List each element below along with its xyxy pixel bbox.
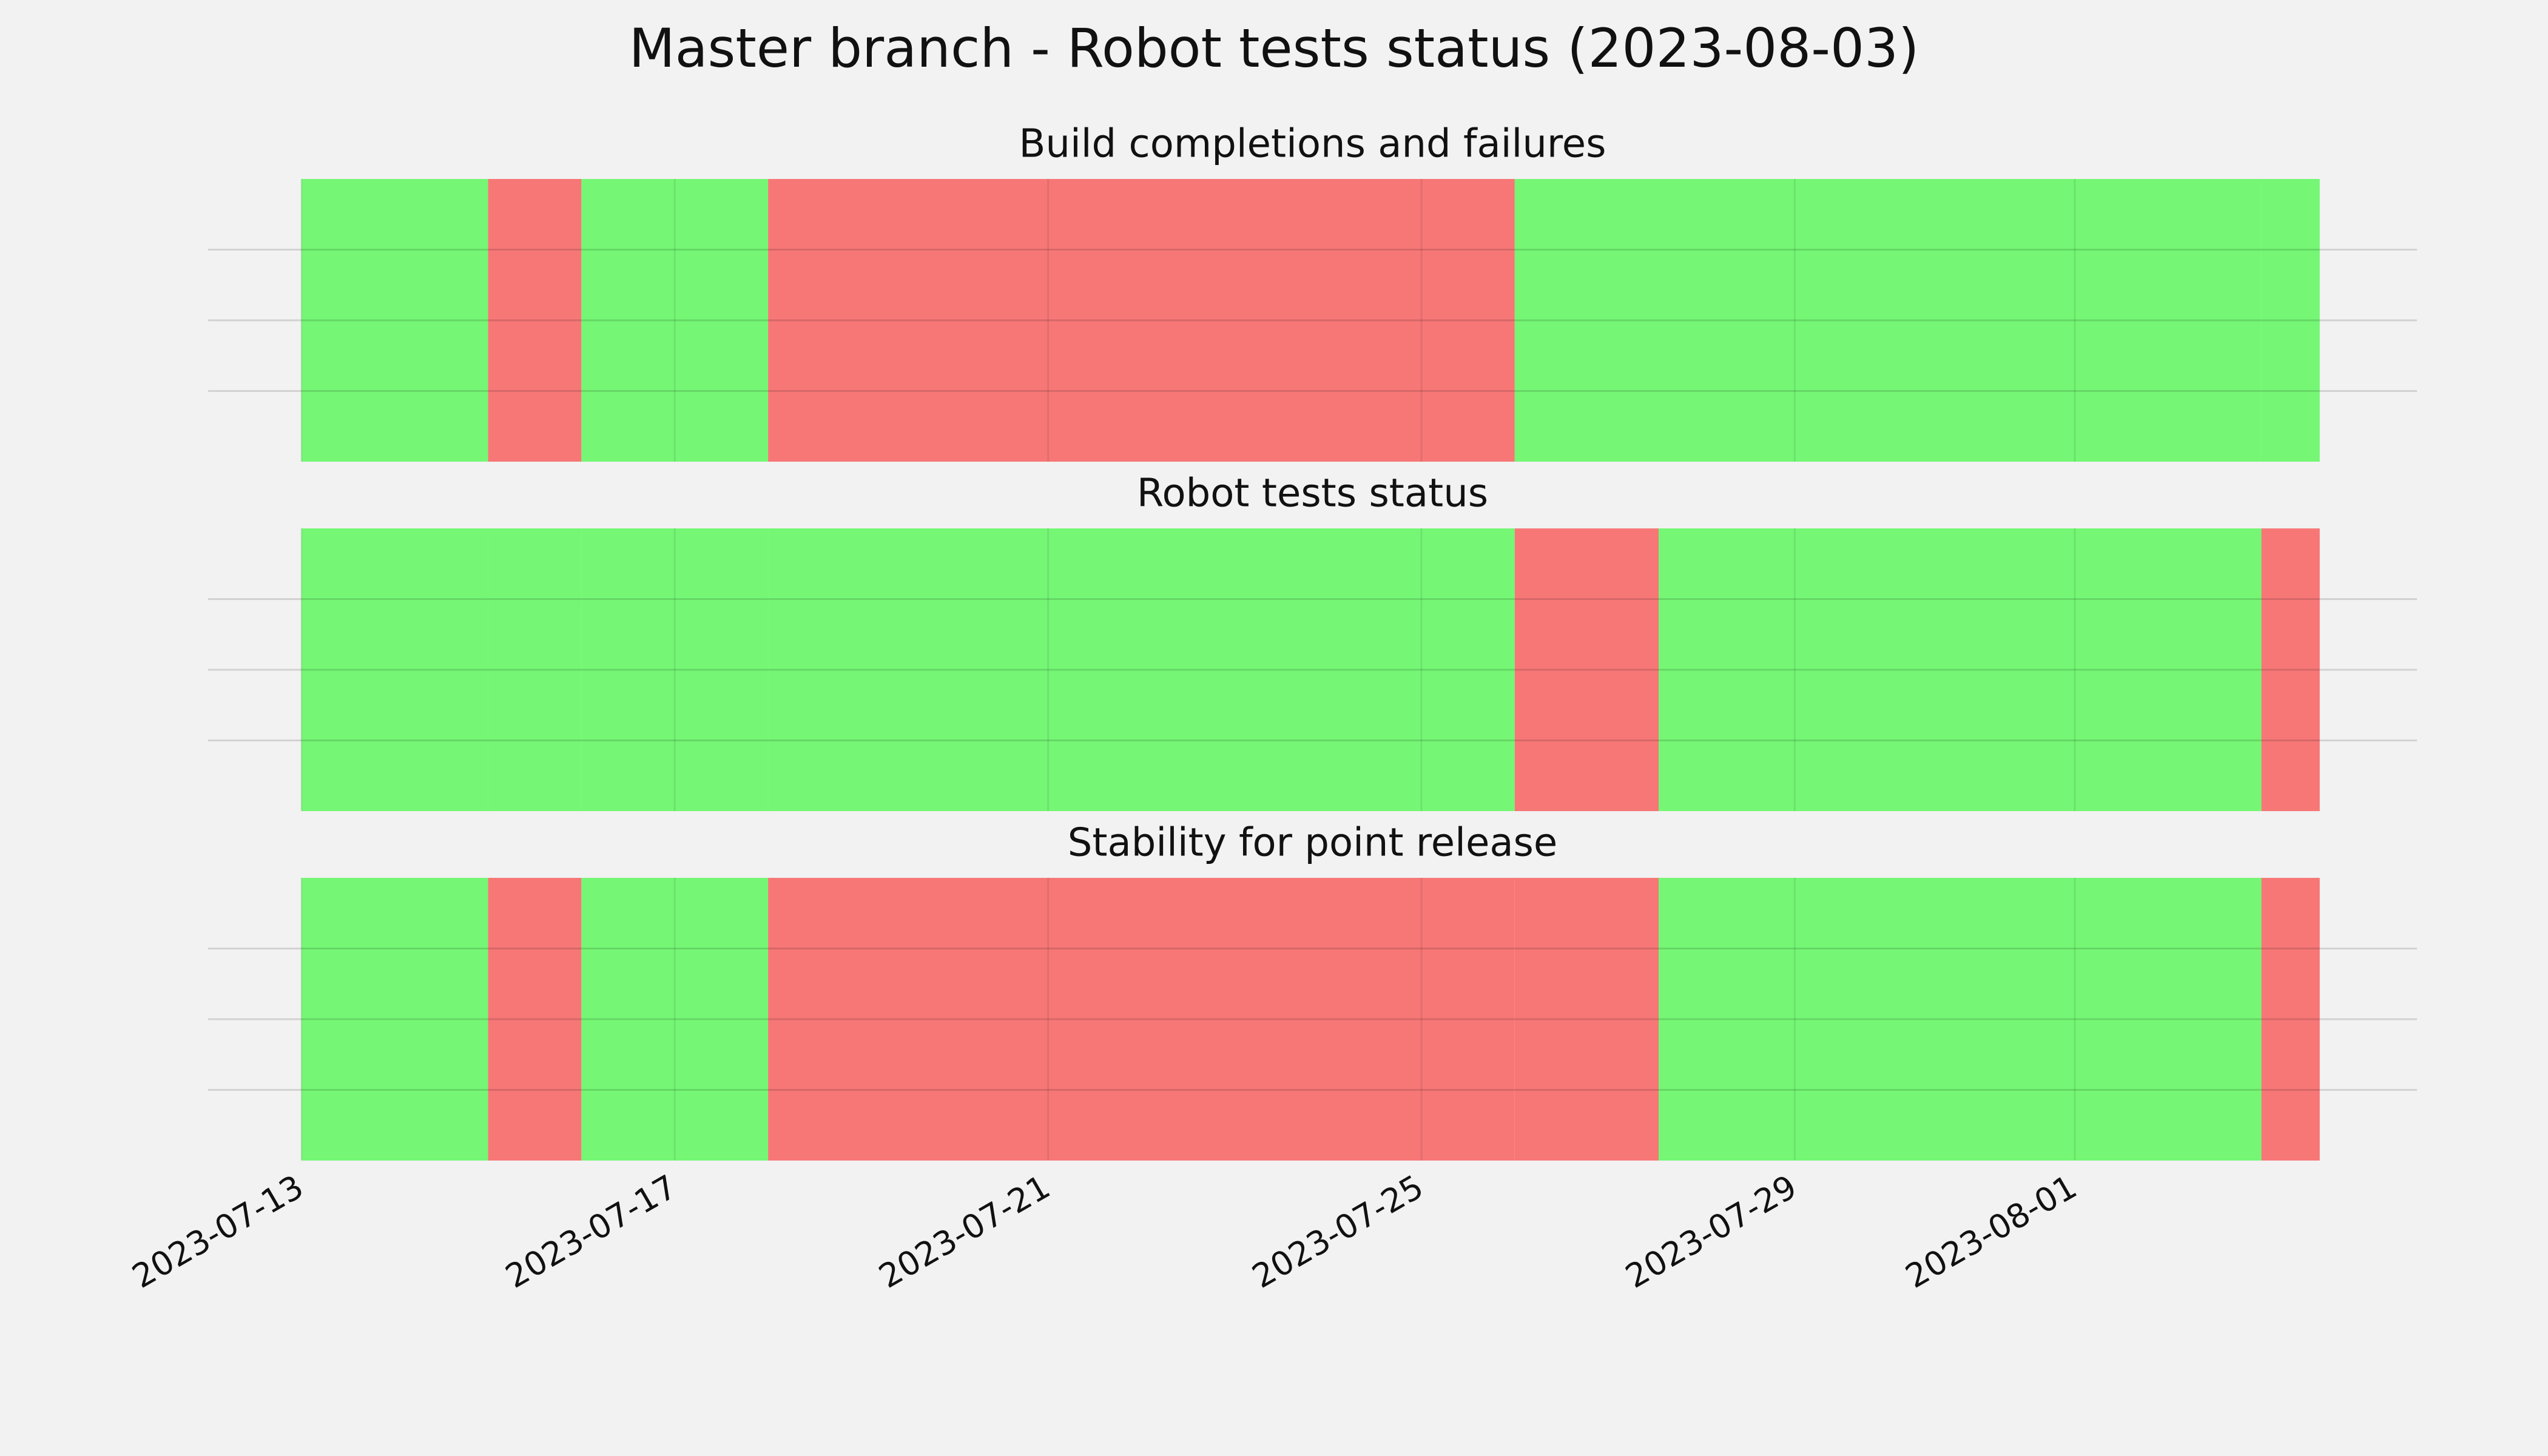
status-segment [768, 179, 1515, 462]
status-segment [1514, 878, 1659, 1161]
status-segment [488, 179, 582, 462]
status-segment [581, 528, 769, 811]
status-segment [768, 528, 1515, 811]
status-segment [1659, 878, 2262, 1161]
panel-title: Robot tests status [1137, 471, 1488, 516]
chart-title: Master branch - Robot tests status (2023… [629, 17, 1919, 79]
status-segment [488, 528, 582, 811]
status-segment [1659, 179, 2262, 462]
status-segment [581, 878, 769, 1161]
status-segment [301, 179, 488, 462]
status-segment [301, 528, 488, 811]
status-segment [768, 878, 1515, 1161]
status-segment [2261, 878, 2320, 1161]
status-segment [1514, 528, 1659, 811]
status-segment [2261, 528, 2320, 811]
panel-title: Build completions and failures [1019, 122, 1606, 167]
status-segment [301, 878, 488, 1161]
status-segment [1514, 179, 1659, 462]
status-segment [488, 878, 582, 1161]
status-segment [1659, 528, 2262, 811]
panel-title: Stability for point release [1068, 821, 1558, 866]
status-segment [581, 179, 769, 462]
status-segment [2261, 179, 2320, 462]
